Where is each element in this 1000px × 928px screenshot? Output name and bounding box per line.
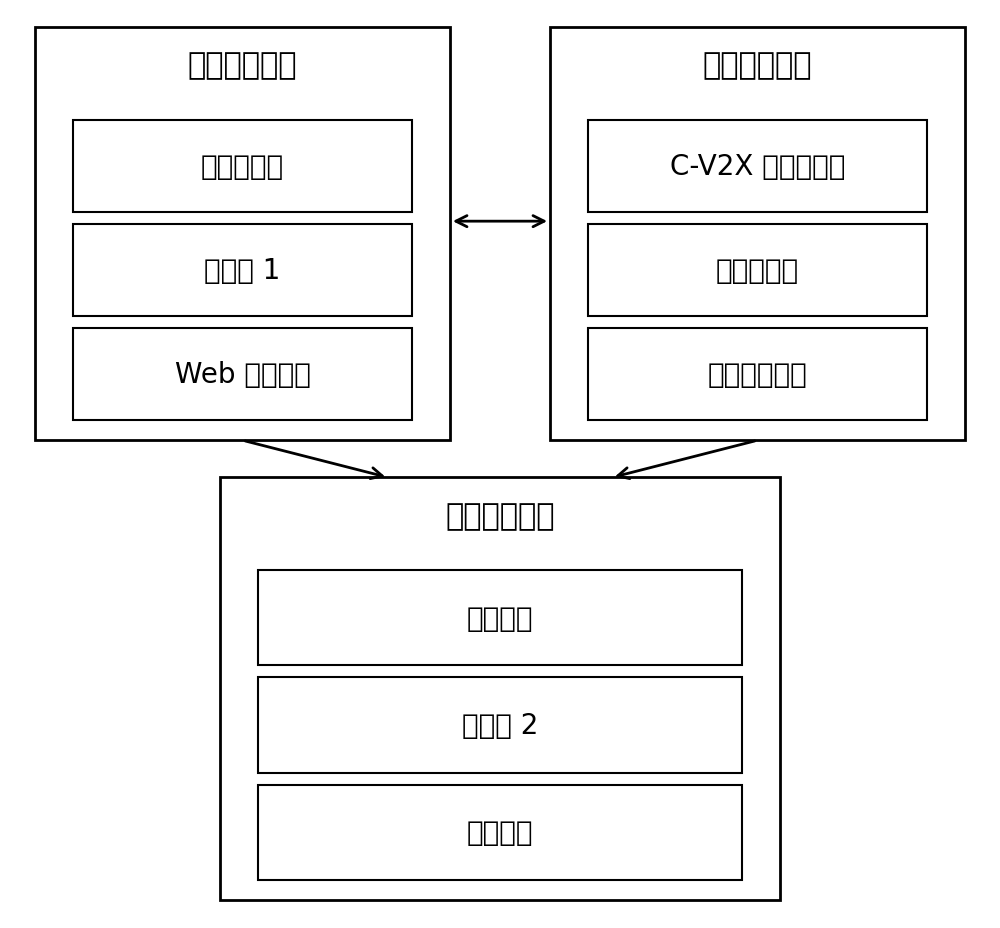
Text: 应用服务器: 应用服务器 (201, 152, 284, 181)
Bar (220, 478, 780, 900)
Text: 传感器模块: 传感器模块 (716, 256, 799, 285)
Bar (73, 329, 412, 420)
Bar (258, 571, 742, 665)
Bar (35, 28, 450, 441)
Bar (588, 329, 927, 420)
Text: 车位管理平台: 车位管理平台 (703, 51, 812, 80)
Text: 算法模块: 算法模块 (467, 604, 533, 632)
Bar (73, 121, 412, 213)
Bar (588, 225, 927, 316)
Text: 信息管理平台: 信息管理平台 (188, 51, 297, 80)
Text: 数据管理模块: 数据管理模块 (708, 360, 807, 389)
Bar (258, 785, 742, 880)
Bar (258, 677, 742, 773)
Bar (73, 225, 412, 316)
Text: 数据库 2: 数据库 2 (462, 711, 538, 740)
Text: 数据库 1: 数据库 1 (204, 256, 281, 285)
Text: 通信模块: 通信模块 (467, 818, 533, 846)
Text: 路径管理平台: 路径管理平台 (445, 501, 555, 530)
Bar (550, 28, 965, 441)
Text: Web 管理平台: Web 管理平台 (175, 360, 310, 389)
Text: C-V2X 通信模块器: C-V2X 通信模块器 (670, 152, 845, 181)
Bar (588, 121, 927, 213)
